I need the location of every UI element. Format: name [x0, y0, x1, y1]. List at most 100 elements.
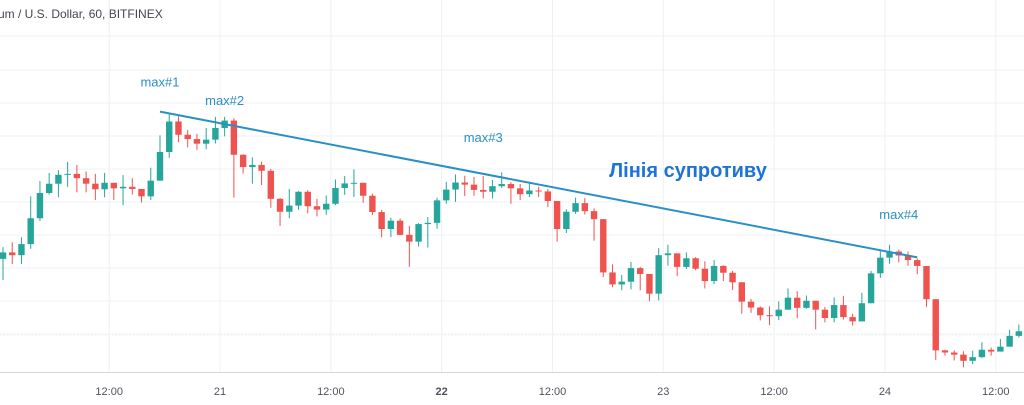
candle	[849, 313, 856, 326]
candle-body	[914, 260, 921, 266]
candle	[267, 168, 275, 208]
candle-body	[249, 164, 256, 168]
candle	[987, 347, 995, 356]
candle-body	[932, 299, 939, 351]
candle	[138, 188, 145, 203]
candle	[877, 249, 884, 278]
candle	[784, 288, 792, 310]
candle-body	[276, 198, 284, 212]
candle	[978, 342, 986, 359]
candle	[387, 217, 395, 238]
candle	[424, 216, 432, 248]
candle	[812, 300, 819, 330]
candle-body	[877, 257, 884, 274]
candle	[443, 181, 450, 204]
candle	[498, 172, 505, 189]
candle	[932, 299, 939, 360]
candle	[692, 257, 699, 271]
candle-body	[119, 186, 127, 189]
candle-body	[655, 255, 662, 294]
candle-body	[286, 205, 293, 212]
candle-body	[92, 183, 99, 190]
candle	[729, 270, 736, 290]
candle-body	[904, 255, 912, 261]
candle-body	[692, 258, 699, 269]
candle-body	[45, 183, 53, 193]
candle	[941, 349, 949, 356]
candle-body	[775, 309, 782, 317]
candle	[304, 190, 311, 214]
x-tick-label: 24	[879, 386, 891, 398]
x-tick-label: 12:00	[95, 386, 123, 398]
candle-body	[239, 154, 247, 168]
candle-body	[378, 212, 385, 230]
resistance-line	[159, 110, 918, 259]
candle	[230, 118, 238, 198]
candle-body	[304, 191, 311, 207]
candle	[867, 270, 875, 304]
candle	[1006, 329, 1013, 347]
candle-body	[701, 268, 709, 282]
candle-body	[526, 190, 533, 195]
candle	[406, 225, 413, 267]
candle-body	[664, 253, 672, 256]
candle-body	[683, 258, 690, 267]
candle	[129, 178, 136, 195]
candle-body	[212, 127, 219, 140]
candle-body	[406, 234, 413, 242]
candle	[609, 264, 616, 288]
candle	[166, 114, 173, 158]
x-tick-label: 21	[214, 386, 226, 398]
candle	[378, 209, 385, 238]
candle	[655, 248, 662, 301]
candle-body	[812, 300, 819, 310]
candle-body	[73, 173, 81, 179]
candle	[858, 292, 866, 322]
candle	[572, 197, 579, 214]
candle	[193, 133, 201, 150]
grid	[0, 0, 1024, 372]
candle-body	[27, 218, 34, 245]
candle	[110, 182, 118, 201]
candle	[563, 209, 570, 234]
candle	[212, 116, 219, 144]
candle	[45, 172, 53, 195]
candle-body	[415, 224, 422, 242]
candle	[82, 171, 90, 193]
candle	[627, 261, 635, 290]
candle	[295, 191, 302, 210]
candle	[175, 116, 182, 143]
candle	[960, 351, 967, 368]
candle-body	[766, 315, 773, 317]
candle-body	[969, 357, 976, 361]
candle	[239, 154, 247, 174]
candle-body	[618, 281, 625, 285]
candle	[914, 258, 921, 275]
candle-body	[590, 211, 598, 220]
candle	[36, 180, 44, 221]
candle-body	[978, 349, 986, 358]
candle-body	[710, 265, 718, 282]
candle-body	[498, 184, 505, 187]
candle	[895, 249, 902, 263]
candle-body	[341, 183, 348, 189]
candle-body	[784, 297, 792, 310]
candle-body	[480, 189, 487, 192]
candle	[701, 261, 709, 289]
candle	[55, 170, 62, 198]
candle	[646, 273, 653, 302]
candle-body	[387, 220, 395, 230]
candle	[221, 116, 228, 137]
candle-body	[184, 134, 191, 140]
candle	[581, 198, 589, 215]
candle	[184, 129, 191, 148]
candle-body	[489, 186, 496, 192]
candle	[553, 200, 561, 242]
candle	[738, 282, 745, 314]
candle-body	[359, 182, 367, 196]
candles	[0, 114, 1023, 368]
candle-body	[803, 300, 810, 308]
candle-body	[433, 200, 441, 223]
candle	[433, 197, 441, 229]
